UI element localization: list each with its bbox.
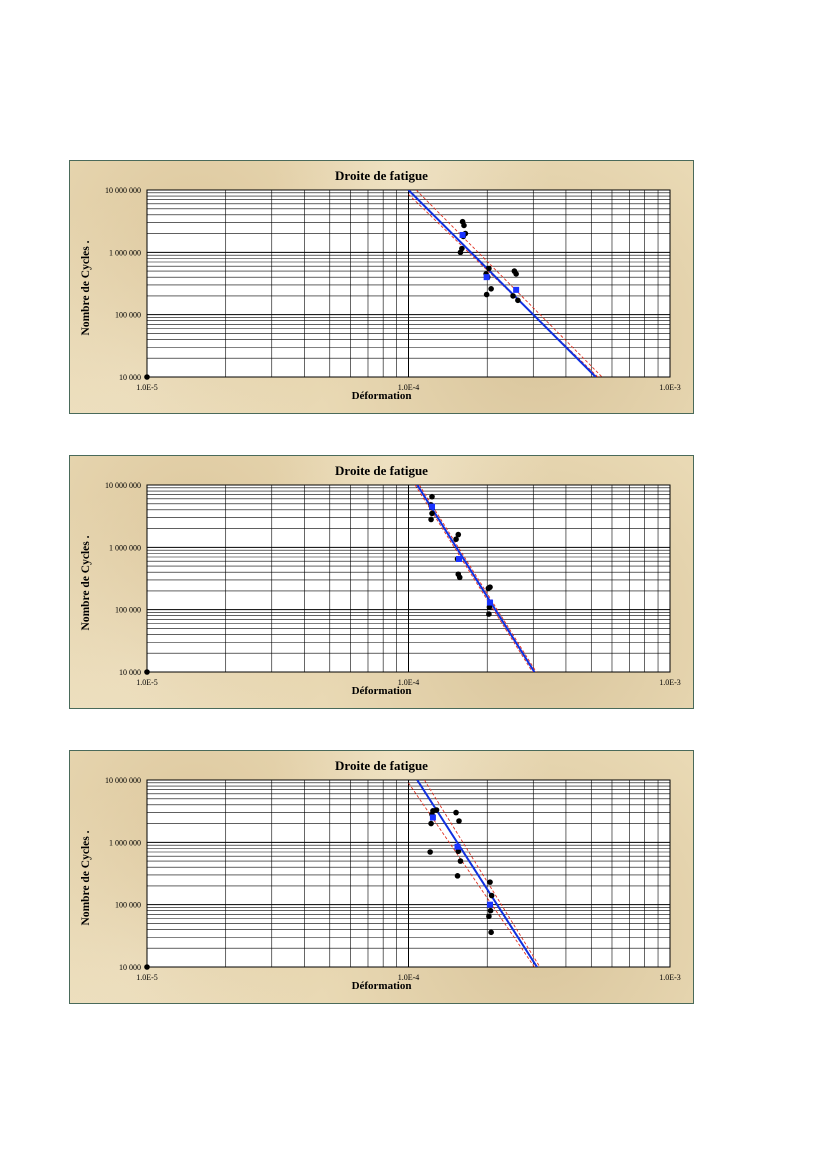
data-point	[428, 516, 434, 523]
grid	[147, 780, 670, 967]
data-point	[515, 297, 521, 304]
data-point	[456, 818, 462, 824]
data-point	[486, 913, 492, 920]
data-point	[429, 493, 435, 500]
y-tick-label: 10 000	[119, 668, 141, 677]
data-point	[461, 222, 467, 229]
data-point	[513, 271, 519, 277]
x-tick-label: 1.0E-4	[398, 973, 420, 982]
data-point	[453, 536, 459, 543]
x-tick-label: 1.0E-5	[136, 973, 158, 982]
confidence-band-upper	[423, 780, 541, 967]
data-point	[455, 848, 462, 855]
x-axis-label: Déformation	[351, 685, 412, 697]
data-point	[487, 879, 493, 885]
fatigue-chart-panel-1: Droite de fatigue Nombre de Cycles . Déf…	[69, 160, 694, 414]
data-point-mean	[456, 555, 463, 562]
y-tick-label: 10 000 000	[105, 186, 141, 195]
fatigue-chart-panel-3: Droite de fatigue Nombre de Cycles . Déf…	[69, 750, 694, 1004]
confidence-band-upper	[415, 190, 603, 377]
data-point	[459, 245, 465, 252]
x-tick-label: 1.0E-3	[659, 678, 681, 687]
data-point	[486, 265, 492, 272]
data-point	[427, 849, 433, 855]
data-point	[429, 510, 435, 517]
chart-title: Droite de fatigue	[335, 168, 428, 183]
data-point-mean	[454, 843, 461, 850]
chart-title: Droite de fatigue	[335, 463, 428, 478]
data-point	[457, 858, 464, 864]
x-axis-label: Déformation	[351, 390, 412, 402]
data-point-mean	[429, 503, 436, 510]
confidence-band-lower	[414, 485, 533, 672]
plot-svg: 10 000 100 000 1 000 000 10 000 000 1.0E-5 1.…	[105, 481, 681, 687]
data-point	[455, 571, 462, 578]
plot-svg: 10 000 100 000 1 000 000 10 000 000 1.0E-5 1.…	[105, 776, 681, 982]
data-point	[488, 892, 495, 899]
x-tick-label: 1.0E-4	[398, 678, 420, 687]
chart-title: Droite de fatigue	[335, 758, 428, 773]
y-tick-label: 10 000 000	[105, 481, 141, 490]
data-point	[487, 584, 493, 590]
plot-svg: 10 000 100 000 1 000 000 10 000 000 1.0E-5 1.…	[105, 186, 681, 392]
data-point	[454, 873, 461, 879]
y-tick-label: 10 000 000	[105, 776, 141, 785]
y-tick-label: 10 000	[119, 373, 141, 382]
data-point	[486, 604, 493, 610]
grid	[147, 190, 670, 377]
y-tick-label: 100 000	[115, 606, 141, 615]
fit-line	[416, 485, 536, 672]
x-tick-label: 1.0E-3	[659, 383, 681, 392]
x-tick-label: 1.0E-3	[659, 973, 681, 982]
data-point-mean	[429, 814, 436, 821]
y-tick-label: 1 000 000	[109, 838, 141, 847]
x-axis-label: Déformation	[351, 980, 412, 992]
data-point	[428, 820, 434, 827]
data-point	[433, 807, 440, 813]
y-tick-label: 10 000	[119, 963, 141, 972]
x-tick-label: 1.0E-5	[136, 678, 158, 687]
data-point	[486, 611, 492, 617]
data-point	[144, 374, 150, 380]
y-tick-label: 100 000	[115, 901, 141, 910]
data-point	[488, 286, 494, 292]
data-point	[144, 669, 150, 675]
data-point	[453, 809, 459, 816]
x-tick-label: 1.0E-5	[136, 383, 158, 392]
fatigue-chart-panel-2: Droite de fatigue Nombre de Cycles . Déf…	[69, 455, 694, 709]
confidence-band-upper	[418, 485, 537, 672]
fit-line	[407, 190, 597, 377]
y-tick-label: 1 000 000	[109, 543, 141, 552]
y-tick-label: 1 000 000	[109, 248, 141, 257]
data-point	[488, 929, 494, 936]
data-point	[483, 291, 490, 298]
data-point-mean	[459, 231, 466, 238]
grid	[147, 485, 670, 672]
data-point	[144, 964, 150, 970]
data-point	[487, 907, 494, 914]
data-point	[510, 293, 516, 299]
data-point-mean	[487, 901, 494, 908]
x-tick-label: 1.0E-4	[398, 383, 420, 392]
data-point-mean	[487, 599, 494, 606]
data-point	[455, 531, 462, 538]
data-point-mean	[513, 286, 520, 293]
y-tick-label: 100 000	[115, 311, 141, 320]
data-point-mean	[483, 274, 490, 281]
